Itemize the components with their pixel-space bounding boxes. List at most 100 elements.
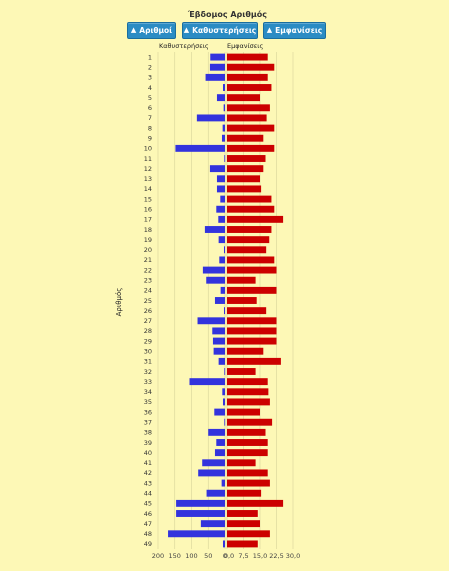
appearance-bar bbox=[227, 388, 269, 396]
appearance-bar bbox=[227, 246, 267, 254]
appearance-bar bbox=[227, 205, 275, 213]
category-label: 38 bbox=[144, 429, 152, 437]
appearance-bar bbox=[227, 73, 268, 81]
category-label: 46 bbox=[144, 510, 152, 518]
delay-bar bbox=[222, 124, 225, 132]
appearance-bar bbox=[227, 428, 266, 436]
appearance-bar bbox=[227, 347, 264, 355]
appearance-bar bbox=[227, 84, 272, 91]
sort-by-appearances-label: Εμφανίσεις bbox=[275, 26, 323, 35]
sort-by-appearances-button[interactable]: ▲ Εμφανίσεις bbox=[263, 22, 326, 39]
appearance-bar bbox=[227, 459, 256, 467]
category-label: 49 bbox=[144, 540, 152, 548]
delay-bar bbox=[208, 428, 225, 436]
delay-bar bbox=[214, 408, 225, 416]
category-label: 13 bbox=[144, 175, 152, 183]
delay-bar bbox=[218, 357, 225, 365]
right-tick-label: 22,5 bbox=[269, 552, 283, 560]
delay-bar bbox=[224, 155, 226, 162]
sort-by-number-button[interactable]: ▲ Αριθμοί bbox=[127, 22, 176, 39]
appearance-bar bbox=[227, 144, 275, 152]
sort-by-delay-label: Καθυστερήσεις bbox=[192, 26, 257, 35]
category-label: 25 bbox=[144, 297, 152, 305]
delay-bar bbox=[206, 276, 225, 284]
appearance-bar bbox=[227, 439, 268, 446]
category-label: 24 bbox=[144, 287, 152, 295]
appearance-bar bbox=[227, 195, 272, 203]
category-label: 5 bbox=[148, 94, 152, 102]
delay-bar bbox=[189, 378, 225, 386]
delay-bar bbox=[222, 540, 225, 548]
category-label: 45 bbox=[144, 500, 152, 508]
appearance-bar bbox=[227, 266, 277, 274]
category-label: 47 bbox=[144, 520, 152, 528]
left-tick-label: 50 bbox=[204, 552, 212, 560]
delay-bar bbox=[218, 236, 225, 244]
delay-bar bbox=[202, 266, 225, 274]
appearance-bar bbox=[227, 134, 264, 142]
delay-bar bbox=[222, 84, 225, 91]
appearance-bar bbox=[227, 114, 267, 122]
appearance-bar bbox=[227, 489, 262, 497]
category-label: 41 bbox=[144, 459, 152, 467]
appearance-bar bbox=[227, 185, 262, 193]
category-label: 43 bbox=[144, 479, 152, 487]
delay-bar bbox=[222, 388, 225, 396]
category-label: 6 bbox=[148, 104, 152, 112]
delay-bar bbox=[219, 256, 225, 264]
delay-bar bbox=[200, 520, 225, 528]
appearance-bar bbox=[227, 357, 281, 365]
appearance-bar bbox=[227, 418, 273, 426]
category-label: 8 bbox=[148, 124, 152, 132]
delay-bar bbox=[218, 215, 225, 223]
appearance-bar bbox=[227, 226, 272, 233]
category-label: 12 bbox=[144, 165, 152, 173]
appearance-bar bbox=[227, 256, 275, 264]
delay-bar bbox=[223, 246, 225, 254]
y-axis-title: Αριθμός bbox=[115, 288, 123, 317]
appearance-bar bbox=[227, 124, 275, 132]
left-tick-label: 150 bbox=[169, 552, 181, 560]
category-label: 10 bbox=[144, 145, 152, 153]
left-tick-label: 200 bbox=[152, 552, 164, 560]
category-label: 37 bbox=[144, 419, 152, 427]
delay-bar bbox=[206, 489, 225, 497]
delay-bar bbox=[220, 195, 225, 203]
delay-bar bbox=[216, 439, 225, 446]
appearance-bar bbox=[227, 408, 260, 416]
delay-bar bbox=[223, 104, 225, 112]
sort-by-delay-button[interactable]: ▲ Καθυστερήσεις bbox=[182, 22, 258, 39]
delay-bar bbox=[209, 63, 225, 71]
arrow-up-icon: ▲ bbox=[183, 26, 190, 34]
delay-bar bbox=[214, 297, 225, 304]
delay-bar bbox=[204, 226, 225, 233]
delay-bar bbox=[220, 286, 225, 294]
appearance-bar bbox=[227, 175, 260, 183]
appearance-bar bbox=[227, 286, 277, 294]
chart-title: Έβδομος Αριθμός bbox=[187, 10, 268, 19]
appearance-bar bbox=[227, 307, 267, 315]
category-label: 20 bbox=[144, 246, 152, 254]
appearance-bar bbox=[227, 479, 270, 487]
appearance-bar bbox=[227, 276, 256, 284]
category-label: 36 bbox=[144, 408, 152, 416]
category-label: 15 bbox=[144, 195, 152, 203]
category-label: 48 bbox=[144, 530, 152, 538]
category-label: 29 bbox=[144, 337, 152, 345]
bars bbox=[168, 53, 284, 548]
category-label: 3 bbox=[148, 74, 152, 82]
arrow-up-icon: ▲ bbox=[266, 26, 273, 34]
delay-bar bbox=[210, 53, 225, 61]
right-panel-title: Εμφανίσεις bbox=[227, 42, 263, 50]
appearance-bar bbox=[227, 337, 277, 345]
appearance-bar bbox=[227, 449, 268, 457]
appearance-bar bbox=[227, 165, 264, 173]
category-labels: 1234567891011121314151617181920212223242… bbox=[144, 53, 152, 548]
category-label: 27 bbox=[144, 317, 152, 325]
delay-bar bbox=[214, 449, 225, 457]
delay-bar bbox=[221, 479, 225, 487]
category-label: 2 bbox=[148, 64, 152, 72]
delay-bar bbox=[216, 205, 225, 213]
category-label: 18 bbox=[144, 226, 152, 234]
